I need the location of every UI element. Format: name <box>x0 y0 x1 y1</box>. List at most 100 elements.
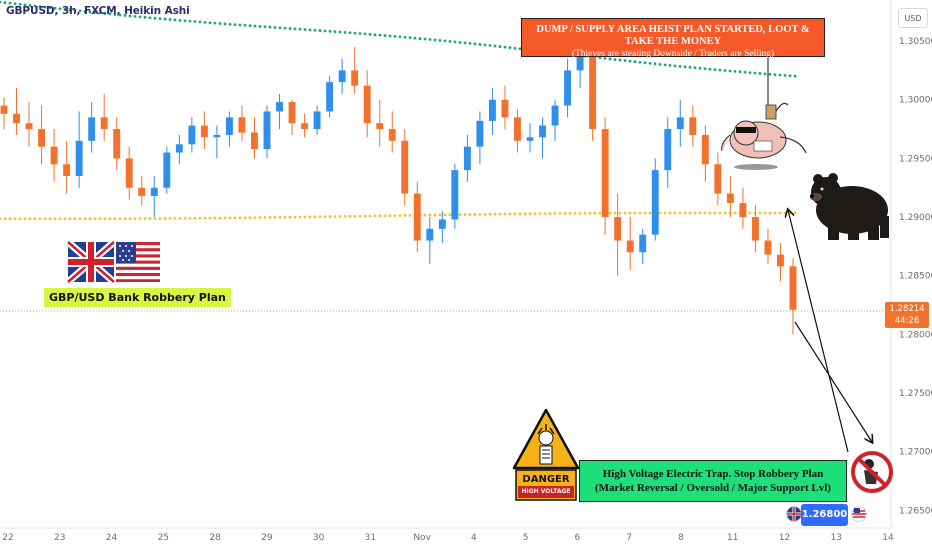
ma-yellow-dot <box>103 217 107 221</box>
ma-yellow-dot <box>458 213 462 217</box>
ma-yellow-dot <box>523 212 527 216</box>
x-tick-label: 13 <box>831 533 842 543</box>
candle-body <box>351 70 359 86</box>
candle-body <box>38 129 46 147</box>
candle-body <box>225 117 233 135</box>
ma-yellow-dot <box>708 211 712 215</box>
candle-body <box>326 82 334 112</box>
y-tick-label: 1.29500 <box>899 154 932 164</box>
candle-body <box>526 137 534 141</box>
ma-yellow-dot <box>473 213 477 216</box>
ma-yellow-dot <box>88 217 92 221</box>
ma-yellow-dot <box>613 211 617 215</box>
ma-green-dot <box>738 70 742 74</box>
ma-green-dot <box>758 72 762 75</box>
ma-green-dot <box>43 5 47 9</box>
ma-yellow-dot <box>218 216 222 220</box>
uk-flag-icon <box>65 239 117 285</box>
x-tick-label: 4 <box>471 533 477 543</box>
ma-green-dot <box>698 66 702 70</box>
bear-icon <box>810 173 889 240</box>
ma-green-dot <box>793 74 797 78</box>
ma-green-dot <box>183 19 187 23</box>
candle-body <box>551 105 559 126</box>
ma-yellow-dot <box>318 215 322 219</box>
ma-green-dot <box>623 59 627 63</box>
ma-green-dot <box>453 40 457 44</box>
ma-green-dot <box>143 15 147 19</box>
ma-green-dot <box>493 44 497 48</box>
ma-yellow-dot <box>83 217 87 221</box>
ma-green-dot <box>348 31 352 35</box>
dump-line-1: DUMP / SUPPLY AREA HEIST PLAN STARTED, L… <box>536 24 810 47</box>
ma-green-dot <box>423 37 427 41</box>
ma-yellow-dot <box>8 217 12 221</box>
ma-yellow-dot <box>53 217 57 221</box>
ma-green-dot <box>733 69 737 73</box>
ma-green-dot <box>723 69 727 72</box>
ma-green-dot <box>73 8 77 12</box>
ma-yellow-dot <box>48 217 52 221</box>
ma-green-dot <box>223 22 227 26</box>
ma-yellow-dot <box>688 211 692 215</box>
dump-annotation: DUMP / SUPPLY AREA HEIST PLAN STARTED, L… <box>521 18 825 59</box>
candle-body <box>576 52 584 71</box>
ma-green-dot <box>318 29 322 32</box>
candle-body <box>751 217 759 241</box>
ma-green-dot <box>728 69 732 73</box>
y-tick-label: 1.28500 <box>899 272 932 282</box>
candle-body <box>777 254 784 267</box>
ma-green-dot <box>478 43 482 46</box>
us-flag-icon <box>116 242 160 282</box>
ma-yellow-dot <box>633 211 637 215</box>
ma-green-dot <box>503 45 507 49</box>
ma-green-dot <box>413 36 417 40</box>
ma-green-dot <box>603 57 607 60</box>
candle-body <box>150 187 158 196</box>
trap-annotation: High Voltage Electric Trap. Stop Robbery… <box>579 460 847 502</box>
ma-yellow-dot <box>98 217 102 221</box>
candle-body <box>200 125 208 138</box>
ma-yellow-dot <box>28 217 32 221</box>
target-arrow <box>794 321 872 442</box>
ma-yellow-dot <box>508 212 512 216</box>
x-tick-label: 31 <box>365 533 376 543</box>
x-tick-label: 7 <box>626 533 632 543</box>
currency-tag[interactable]: USD <box>898 8 928 28</box>
ma-green-dot <box>268 25 272 29</box>
symbol-title[interactable]: GBPUSD, 3h, FXCM, Heikin Ashi <box>6 5 190 17</box>
danger-title: DANGER <box>522 474 570 485</box>
ma-yellow-dot <box>353 214 357 218</box>
x-tick-label: 24 <box>106 533 118 543</box>
ma-yellow-dot <box>158 217 162 220</box>
y-tick-label: 1.27500 <box>899 389 932 399</box>
ma-yellow-dot <box>258 216 262 219</box>
ma-green-dot <box>253 24 257 28</box>
candle-body <box>263 111 271 150</box>
candle-body <box>13 113 20 124</box>
ma-yellow-dot <box>658 211 662 215</box>
ma-yellow-dot <box>448 213 452 217</box>
ma-green-dot <box>788 74 792 78</box>
ma-green-dot <box>658 62 662 66</box>
ma-green-dot <box>303 28 307 31</box>
ma-green-dot <box>398 35 402 39</box>
ma-green-dot <box>13 2 17 6</box>
ma-yellow-dot <box>408 213 412 217</box>
ma-green-dot <box>123 14 127 17</box>
candle-body <box>739 202 747 218</box>
ma-green-dot <box>393 34 397 38</box>
ma-yellow-dot <box>43 217 47 221</box>
ma-yellow-dot <box>568 212 572 215</box>
x-axis-ticks: 22 23 24 25 28 29 30 31 Nov 4 5 6 7 8 11 12 13 14 <box>2 533 894 543</box>
ma-yellow-dot <box>513 212 517 216</box>
plan-label: GBP/USD Bank Robbery Plan <box>44 288 231 307</box>
ma-yellow-dot <box>223 216 227 220</box>
ma-green-dot <box>3 1 7 4</box>
candle-body <box>451 170 459 220</box>
y-tick-label: 1.27000 <box>899 448 932 458</box>
candle-body <box>376 123 384 130</box>
target-price-tag[interactable]: 1.26800 <box>801 504 848 526</box>
ma-yellow-dot <box>363 214 367 218</box>
ma-green-dot <box>233 23 237 26</box>
